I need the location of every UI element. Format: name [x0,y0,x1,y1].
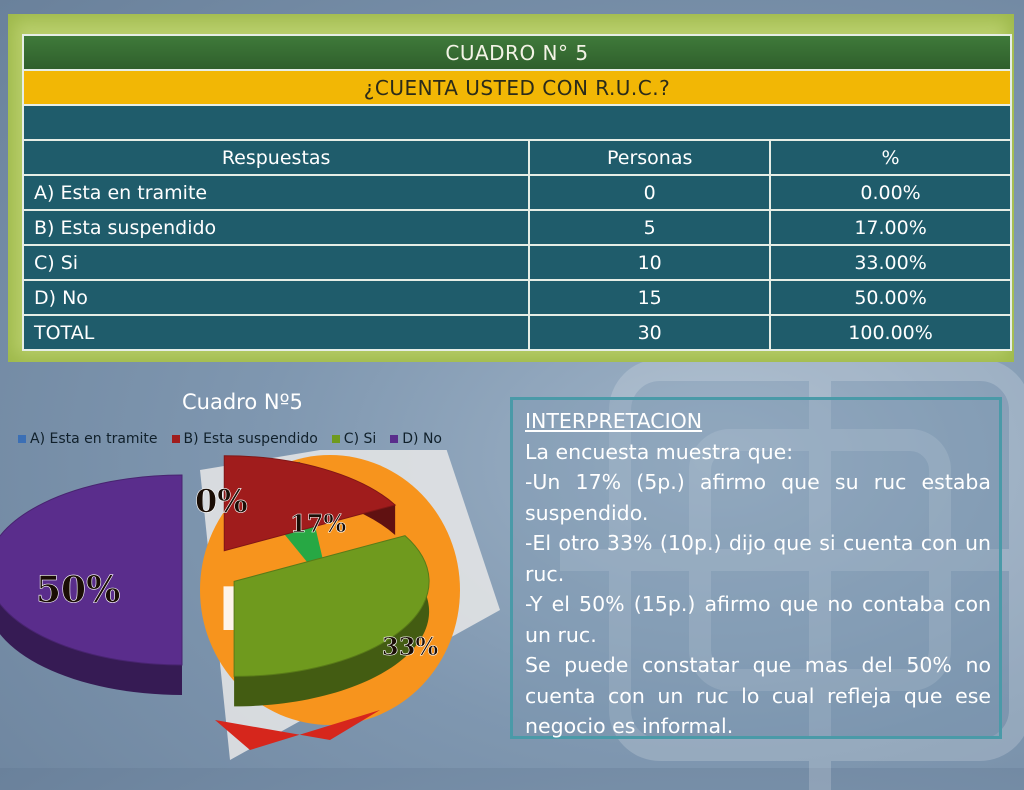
interpretation-box: INTERPRETACION La encuesta muestra que: … [510,397,1002,739]
pie-slice [0,474,183,695]
legend-label: B) Esta suspendido [183,431,318,447]
pie-chart: tu BA 0%17%33%50% [0,450,500,760]
row-label: TOTAL [21,314,531,351]
row-percent: 0.00% [769,174,1012,211]
row-percent: 50.00% [769,279,1012,316]
legend-item: A) Esta en tramite [18,431,158,447]
pie-data-label: 0% [195,482,248,520]
legend-label: D) No [402,431,442,447]
legend-swatch [331,435,340,443]
header-percent: % [769,139,1012,176]
table-row: B) Esta suspendido 5 17.00% [21,209,1012,246]
legend-swatch [390,435,399,443]
table-panel: CUADRO N° 5 ¿CUENTA USTED CON R.U.C.? Re… [8,14,1014,362]
table-row-total: TOTAL 30 100.00% [21,314,1012,351]
pie-slice [223,455,397,581]
chart-legend: A) Esta en tramite B) Esta suspendido C)… [18,431,442,447]
empty-cell [22,104,1012,141]
row-count: 10 [528,244,772,281]
legend-swatch [18,435,26,443]
row-percent: 33.00% [769,244,1012,281]
row-label: A) Esta en tramite [21,174,531,211]
header-respuestas: Respuestas [21,139,531,176]
row-label: D) No [21,279,531,316]
interpretation-line: -Y el 50% (15p.) afirmo que no contaba c… [525,592,991,647]
legend-item: D) No [390,431,442,447]
interpretation-line: Se puede constatar que mas del 50% no cu… [525,653,991,738]
row-count: 30 [528,314,772,351]
legend-item: B) Esta suspendido [171,431,318,447]
row-percent: 100.00% [769,314,1012,351]
pie-data-label: 50% [36,569,120,611]
chart-title: Cuadro Nº5 [182,390,303,414]
table-row: D) No 15 50.00% [21,279,1012,316]
pie-data-label: 33% [382,632,438,661]
table-title: CUADRO N° 5 [22,34,1012,71]
row-count: 15 [528,279,772,316]
pie-data-label: 17% [290,509,346,538]
row-label: B) Esta suspendido [21,209,531,246]
legend-item: C) Si [331,431,377,447]
pie-slice [233,535,430,707]
legend-swatch [171,435,180,443]
row-percent: 17.00% [769,209,1012,246]
table-row: A) Esta en tramite 0 0.00% [21,174,1012,211]
row-count: 5 [528,209,772,246]
legend-label: C) Si [343,431,377,447]
interpretation-text: INTERPRETACION La encuesta muestra que: … [525,406,991,742]
background-pattern [560,330,1024,790]
survey-table: CUADRO N° 5 ¿CUENTA USTED CON R.U.C.? Re… [21,34,1012,351]
table-title-row: CUADRO N° 5 [22,34,1012,71]
row-count: 0 [528,174,772,211]
interpretation-heading: INTERPRETACION [525,409,703,433]
interpretation-line: -El otro 33% (10p.) dijo que si cuenta c… [525,531,991,586]
legend-label: A) Esta en tramite [30,431,158,447]
row-label: C) Si [21,244,531,281]
table-row: C) Si 10 33.00% [21,244,1012,281]
interpretation-line: La encuesta muestra que: [525,439,794,464]
table-question: ¿CUENTA USTED CON R.U.C.? [22,69,1012,106]
table-header-row: Respuestas Personas % [21,139,1012,176]
header-personas: Personas [528,139,772,176]
table-question-row: ¿CUENTA USTED CON R.U.C.? [22,69,1012,106]
interpretation-line: -Un 17% (5p.) afirmo que su ruc estaba s… [525,470,991,525]
table-empty-row [22,104,1012,141]
